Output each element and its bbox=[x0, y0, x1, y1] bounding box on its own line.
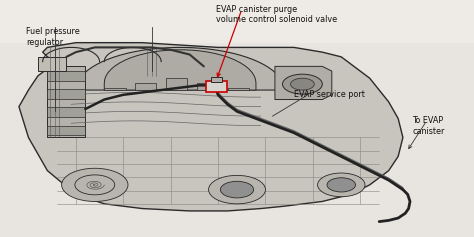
Text: EVAP service port: EVAP service port bbox=[294, 90, 365, 99]
FancyBboxPatch shape bbox=[206, 81, 227, 92]
Polygon shape bbox=[166, 78, 187, 90]
Bar bbox=[211, 77, 222, 82]
Circle shape bbox=[220, 181, 254, 198]
Polygon shape bbox=[47, 66, 85, 137]
Polygon shape bbox=[76, 47, 284, 90]
Polygon shape bbox=[47, 126, 85, 135]
Polygon shape bbox=[47, 89, 85, 99]
Polygon shape bbox=[19, 43, 403, 211]
Text: EVAP canister purge
volume control solenoid valve: EVAP canister purge volume control solen… bbox=[216, 5, 337, 24]
Circle shape bbox=[318, 173, 365, 197]
Circle shape bbox=[75, 175, 115, 195]
Polygon shape bbox=[135, 83, 156, 90]
Bar bbox=[0, 43, 474, 237]
Circle shape bbox=[291, 78, 314, 90]
Polygon shape bbox=[47, 107, 85, 117]
Text: Fuel pressure
regulator: Fuel pressure regulator bbox=[26, 27, 80, 47]
Circle shape bbox=[327, 178, 356, 192]
Polygon shape bbox=[275, 66, 332, 100]
Polygon shape bbox=[197, 83, 218, 90]
Circle shape bbox=[209, 175, 265, 204]
Polygon shape bbox=[228, 88, 249, 90]
Circle shape bbox=[283, 74, 322, 94]
Circle shape bbox=[62, 168, 128, 201]
Polygon shape bbox=[47, 71, 85, 81]
Bar bbox=[0, 0, 474, 43]
Polygon shape bbox=[104, 88, 126, 90]
Polygon shape bbox=[38, 57, 66, 71]
Text: To EVAP
canister: To EVAP canister bbox=[412, 116, 445, 136]
Polygon shape bbox=[104, 50, 256, 90]
